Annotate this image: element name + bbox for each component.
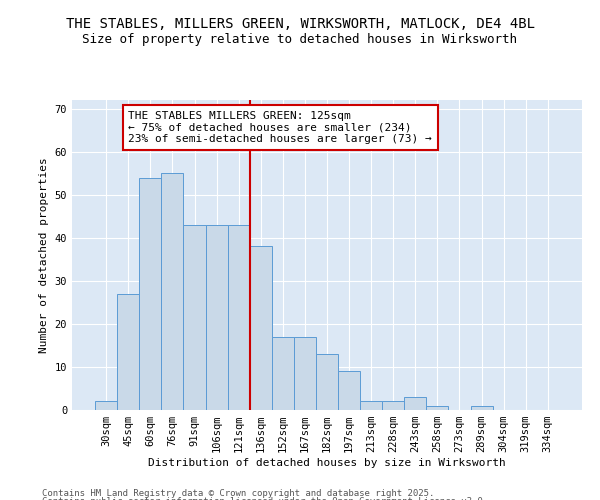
Bar xyxy=(206,225,227,410)
Text: Contains public sector information licensed under the Open Government Licence v3: Contains public sector information licen… xyxy=(42,497,488,500)
Bar xyxy=(360,402,382,410)
Bar xyxy=(250,246,272,410)
Text: THE STABLES, MILLERS GREEN, WIRKSWORTH, MATLOCK, DE4 4BL: THE STABLES, MILLERS GREEN, WIRKSWORTH, … xyxy=(65,18,535,32)
Bar xyxy=(95,402,117,410)
X-axis label: Distribution of detached houses by size in Wirksworth: Distribution of detached houses by size … xyxy=(148,458,506,468)
Text: Contains HM Land Registry data © Crown copyright and database right 2025.: Contains HM Land Registry data © Crown c… xyxy=(42,488,434,498)
Bar xyxy=(338,371,360,410)
Bar xyxy=(227,225,250,410)
Bar xyxy=(427,406,448,410)
Bar xyxy=(161,173,184,410)
Bar xyxy=(404,397,427,410)
Text: Size of property relative to detached houses in Wirksworth: Size of property relative to detached ho… xyxy=(83,32,517,46)
Y-axis label: Number of detached properties: Number of detached properties xyxy=(39,157,49,353)
Bar xyxy=(382,402,404,410)
Text: THE STABLES MILLERS GREEN: 125sqm
← 75% of detached houses are smaller (234)
23%: THE STABLES MILLERS GREEN: 125sqm ← 75% … xyxy=(128,111,432,144)
Bar xyxy=(139,178,161,410)
Bar xyxy=(184,225,206,410)
Bar xyxy=(272,337,294,410)
Bar xyxy=(316,354,338,410)
Bar xyxy=(117,294,139,410)
Bar xyxy=(470,406,493,410)
Bar xyxy=(294,337,316,410)
